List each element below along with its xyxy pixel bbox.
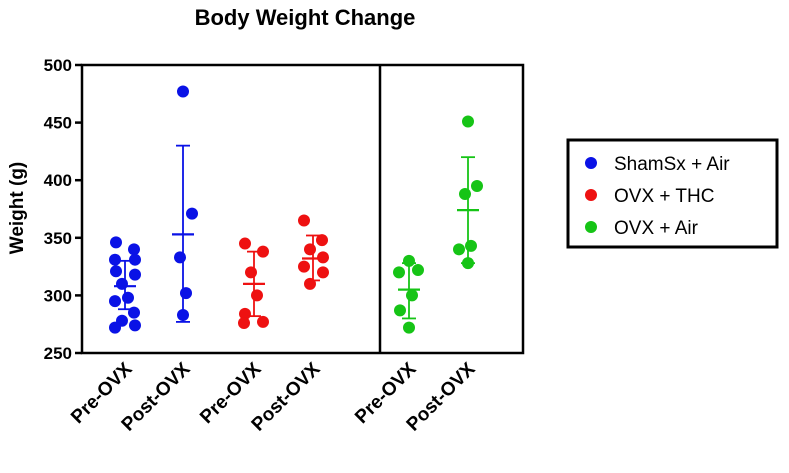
data-point [298, 214, 310, 227]
data-point [239, 237, 251, 250]
data-point [317, 251, 329, 264]
data-point [393, 266, 405, 279]
y-tick-label: 250 [44, 344, 72, 363]
data-point [186, 207, 198, 220]
legend-marker [585, 221, 597, 233]
legend-marker [585, 157, 597, 169]
legend: ShamSx + Air OVX + THC OVX + Air [566, 138, 779, 249]
y-axis-label: Weight (g) [7, 162, 28, 255]
data-point [257, 315, 269, 328]
data-point [462, 115, 474, 128]
data-point [412, 264, 424, 277]
data-point [394, 304, 406, 317]
y-tick-label: 450 [44, 114, 72, 133]
data-point [116, 277, 128, 290]
data-point [298, 260, 310, 273]
y-tick-label: 400 [44, 171, 72, 190]
data-point [245, 266, 257, 279]
y-tick-label: 350 [44, 229, 72, 248]
data-point [471, 179, 483, 192]
data-point [122, 291, 134, 304]
y-tick-label: 500 [44, 56, 72, 75]
data-point [177, 85, 189, 98]
data-point [453, 243, 465, 256]
data-point [109, 295, 121, 308]
data-point [304, 243, 316, 256]
data-point [129, 268, 141, 281]
data-points [109, 85, 483, 334]
data-point [110, 265, 122, 278]
data-point [129, 253, 141, 266]
data-point [459, 188, 471, 201]
data-point [406, 289, 418, 302]
error-bars [114, 144, 479, 323]
data-point [251, 289, 263, 302]
data-point [110, 236, 122, 249]
legend-marker [585, 189, 597, 201]
data-point [316, 234, 328, 247]
y-tick-label: 300 [44, 286, 72, 305]
data-point [174, 251, 186, 264]
data-point [317, 266, 329, 279]
chart-title: Body Weight Change [195, 5, 416, 30]
legend-label: ShamSx + Air [614, 154, 730, 175]
legend-label: OVX + THC [614, 186, 714, 207]
data-point [129, 319, 141, 332]
data-point [465, 239, 477, 252]
data-point [238, 317, 250, 330]
data-point [257, 245, 269, 258]
data-point [180, 287, 192, 300]
y-axis-ticks: 250 300 350 400 450 500 [44, 56, 82, 363]
data-point [128, 243, 140, 256]
plot-frame [80, 63, 525, 355]
data-point [403, 321, 415, 334]
data-point [109, 253, 121, 266]
legend-box [566, 138, 779, 249]
data-point [109, 321, 121, 334]
legend-label: OVX + Air [614, 218, 699, 239]
